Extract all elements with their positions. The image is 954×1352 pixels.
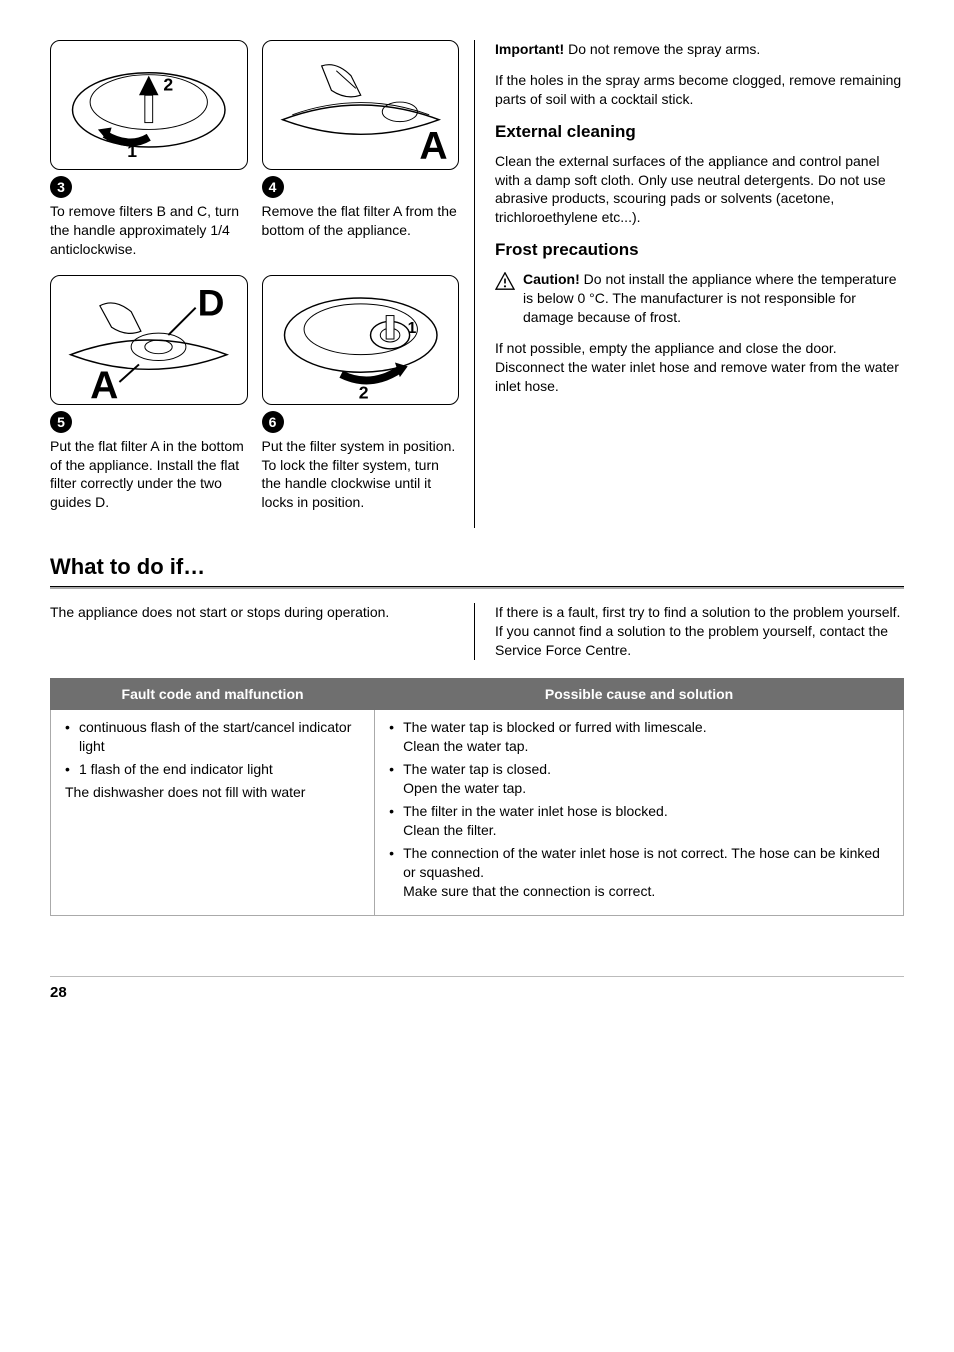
svg-text:A: A <box>90 364 118 403</box>
step-4: A 4 Remove the flat filter A from the bo… <box>262 40 460 259</box>
section-rule <box>50 586 904 589</box>
fault-cell: continuous flash of the start/cancel ind… <box>51 710 375 915</box>
step-text: Remove the flat filter A from the bottom… <box>262 202 460 240</box>
list-item: The water tap is blocked or furred with … <box>389 718 889 756</box>
diagram-step-3: 2 1 <box>50 40 248 170</box>
step-3: 2 1 3 To remove filters B and C, turn th… <box>50 40 248 259</box>
list-item: The water tap is closed.Open the water t… <box>389 760 889 798</box>
page-number: 28 <box>50 976 904 1003</box>
instruction-column: 2 1 3 To remove filters B and C, turn th… <box>50 40 475 528</box>
step-5: D A 5 Put the flat filter A in the botto… <box>50 275 248 513</box>
step-text: To remove filters B and C, turn the hand… <box>50 202 248 259</box>
fault-table: Fault code and malfunction Possible caus… <box>50 678 904 916</box>
diagram-step-4: A <box>262 40 460 170</box>
step-6: 1 2 6 Put the filter system in position.… <box>262 275 460 513</box>
table-header-left: Fault code and malfunction <box>51 678 375 710</box>
info-column: Important! Do not remove the spray arms.… <box>495 40 904 528</box>
list-item: continuous flash of the start/cancel ind… <box>65 718 360 756</box>
section-intro: The appliance does not start or stops du… <box>50 603 904 660</box>
caution-label: Caution! <box>523 271 580 287</box>
step-text: Put the filter system in position. To lo… <box>262 437 460 513</box>
fault-description: The dishwasher does not fill with water <box>65 783 360 802</box>
important-note: Important! Do not remove the spray arms. <box>495 40 904 59</box>
section-title: What to do if… <box>50 552 904 582</box>
frost-heading: Frost precautions <box>495 239 904 262</box>
step-number: 3 <box>50 176 72 198</box>
frost-note-2: If not possible, empty the appliance and… <box>495 339 904 396</box>
step-number: 4 <box>262 176 284 198</box>
intro-left: The appliance does not start or stops du… <box>50 603 475 660</box>
list-item: 1 flash of the end indicator light <box>65 760 360 779</box>
diagram-step-5: D A <box>50 275 248 405</box>
external-cleaning-heading: External cleaning <box>495 121 904 144</box>
intro-right: If there is a fault, first try to find a… <box>495 603 904 660</box>
svg-text:1: 1 <box>127 141 137 161</box>
svg-text:2: 2 <box>163 74 173 94</box>
table-row: continuous flash of the start/cancel ind… <box>51 710 904 915</box>
solution-cell: The water tap is blocked or furred with … <box>375 710 904 915</box>
step-number: 6 <box>262 411 284 433</box>
svg-text:2: 2 <box>358 382 368 402</box>
svg-text:1: 1 <box>407 320 416 337</box>
important-text: Do not remove the spray arms. <box>564 41 760 57</box>
table-header-right: Possible cause and solution <box>375 678 904 710</box>
external-cleaning-text: Clean the external surfaces of the appli… <box>495 152 904 228</box>
step-number: 5 <box>50 411 72 433</box>
caution-text: Caution! Do not install the appliance wh… <box>523 270 904 327</box>
diagram-step-6: 1 2 <box>262 275 460 405</box>
svg-text:D: D <box>198 281 225 323</box>
svg-text:A: A <box>419 125 447 168</box>
warning-icon <box>495 272 515 290</box>
important-label: Important! <box>495 41 564 57</box>
caution-block: Caution! Do not install the appliance wh… <box>495 270 904 339</box>
spray-arm-note: If the holes in the spray arms become cl… <box>495 71 904 109</box>
list-item: The filter in the water inlet hose is bl… <box>389 802 889 840</box>
step-text: Put the flat filter A in the bottom of t… <box>50 437 248 513</box>
list-item: The connection of the water inlet hose i… <box>389 844 889 901</box>
